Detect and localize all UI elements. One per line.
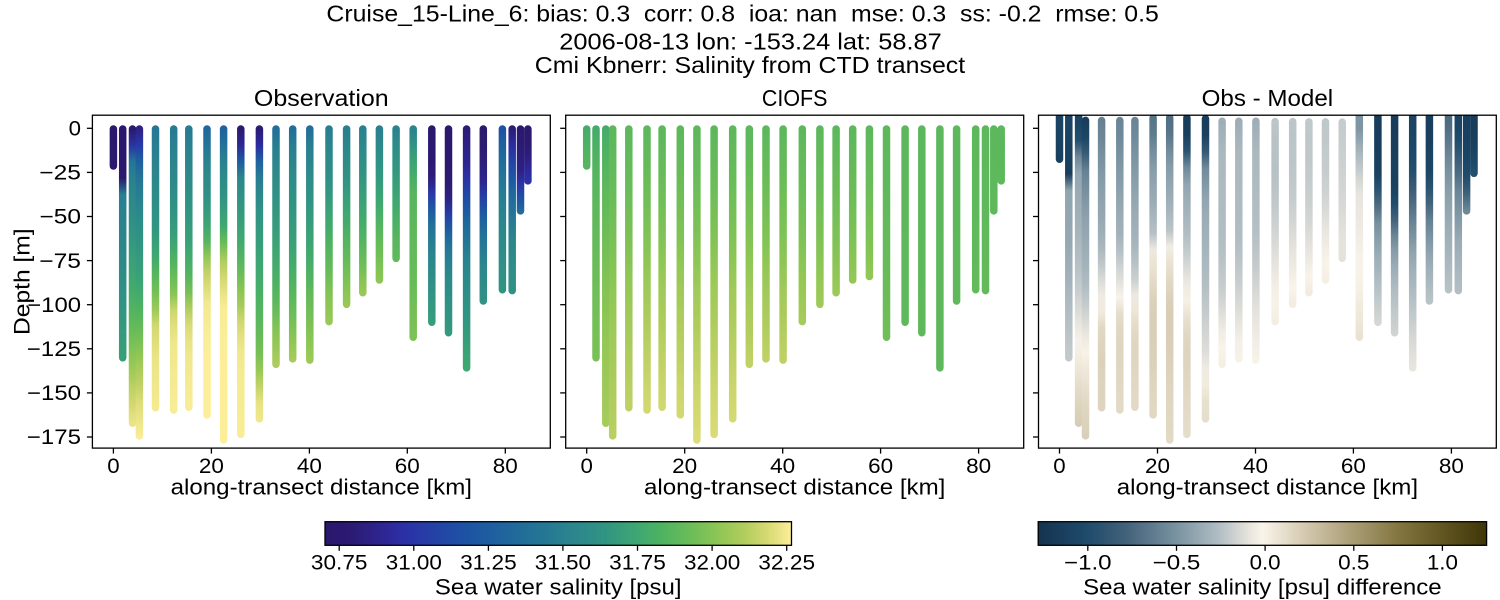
svg-text:31.75: 31.75 <box>609 552 666 575</box>
svg-text:80: 80 <box>966 455 991 478</box>
svg-text:31.00: 31.00 <box>386 552 442 575</box>
svg-text:0: 0 <box>1053 455 1065 478</box>
svg-text:0.0: 0.0 <box>1250 552 1281 575</box>
svg-text:31.50: 31.50 <box>535 552 591 575</box>
svg-text:32.25: 32.25 <box>758 552 815 575</box>
svg-text:30.75: 30.75 <box>311 552 368 575</box>
svg-text:Cmi Kbnerr: Salinity from CTD: Cmi Kbnerr: Salinity from CTD transect <box>535 52 966 78</box>
svg-text:20: 20 <box>199 455 224 478</box>
svg-text:20: 20 <box>672 455 697 478</box>
svg-text:40: 40 <box>1243 455 1268 478</box>
svg-text:40: 40 <box>770 455 795 478</box>
svg-text:−75: −75 <box>39 250 81 273</box>
svg-text:60: 60 <box>1341 455 1366 478</box>
svg-text:−1.0: −1.0 <box>1064 552 1112 575</box>
svg-text:−100: −100 <box>27 294 81 317</box>
svg-text:Sea water salinity [psu] diffe: Sea water salinity [psu] difference <box>1083 574 1442 599</box>
svg-text:60: 60 <box>395 455 420 478</box>
svg-text:Sea water salinity [psu]: Sea water salinity [psu] <box>435 574 682 599</box>
svg-text:Obs - Model: Obs - Model <box>1202 85 1334 111</box>
svg-text:CIOFS: CIOFS <box>762 85 828 111</box>
svg-text:1.0: 1.0 <box>1427 552 1458 575</box>
svg-text:−0.5: −0.5 <box>1153 552 1201 575</box>
svg-text:along-transect distance [km]: along-transect distance [km] <box>1117 475 1418 500</box>
svg-text:−150: −150 <box>27 382 81 405</box>
svg-text:32.00: 32.00 <box>684 552 740 575</box>
svg-text:0: 0 <box>581 455 593 478</box>
svg-text:0: 0 <box>69 118 81 141</box>
svg-text:−50: −50 <box>40 206 82 229</box>
svg-text:31.25: 31.25 <box>460 552 517 575</box>
svg-text:60: 60 <box>868 455 893 478</box>
svg-text:20: 20 <box>1145 455 1170 478</box>
svg-text:−25: −25 <box>39 162 81 185</box>
svg-text:80: 80 <box>493 455 518 478</box>
svg-text:40: 40 <box>297 455 322 478</box>
svg-text:−125: −125 <box>27 338 81 361</box>
svg-text:0: 0 <box>107 455 119 478</box>
svg-text:along-transect distance [km]: along-transect distance [km] <box>644 475 945 500</box>
svg-text:Depth [m]: Depth [m] <box>10 228 35 335</box>
svg-text:80: 80 <box>1439 455 1464 478</box>
svg-text:2006-08-13 lon: -153.24 lat: 5: 2006-08-13 lon: -153.24 lat: 58.87 <box>559 28 942 54</box>
svg-text:0.5: 0.5 <box>1338 552 1369 575</box>
svg-text:Cruise_15-Line_6: bias: 0.3 c: Cruise_15-Line_6: bias: 0.3 corr: 0.8 io… <box>326 0 1158 26</box>
svg-text:Observation: Observation <box>254 85 389 111</box>
svg-text:along-transect distance [km]: along-transect distance [km] <box>171 475 472 500</box>
svg-text:−175: −175 <box>27 426 81 449</box>
